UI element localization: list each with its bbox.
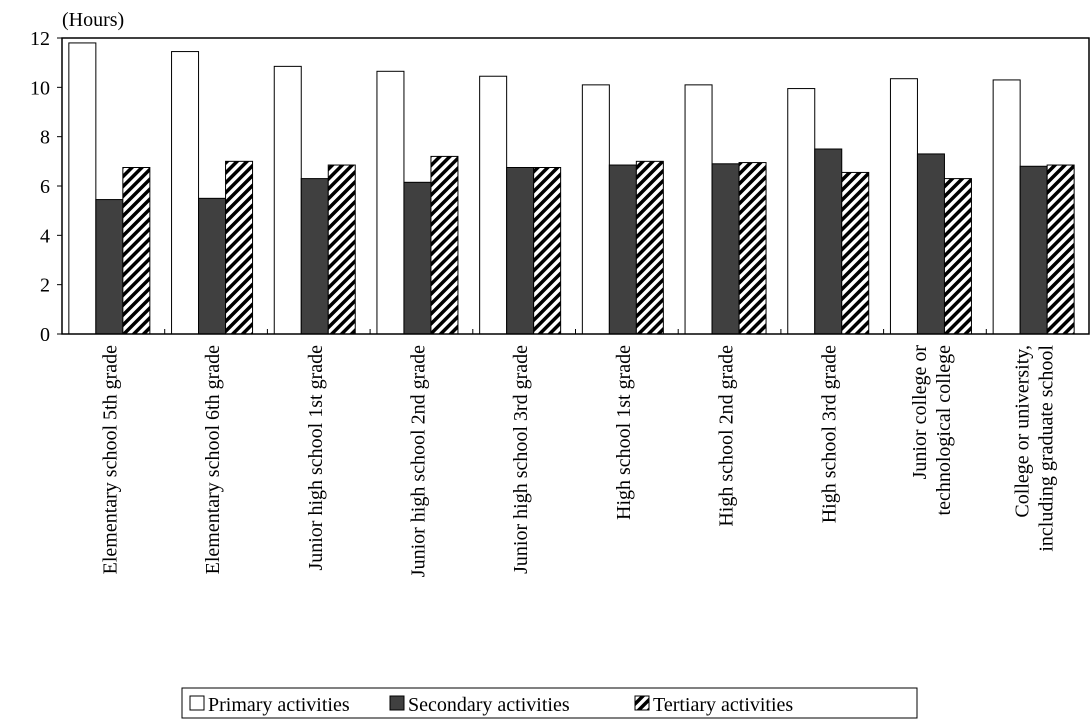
bar <box>608 164 637 335</box>
y-tick-label: 2 <box>40 275 50 297</box>
x-tick-label: High school 1st grade <box>613 345 635 520</box>
legend-swatch <box>189 695 205 711</box>
bar <box>198 197 227 335</box>
bar <box>273 65 302 335</box>
bar <box>635 160 664 335</box>
x-tick-label: Junior college or technological college <box>909 345 955 516</box>
x-tick-label: Junior high school 1st grade <box>305 345 327 571</box>
x-tick-label: High school 2nd grade <box>716 345 738 527</box>
bar <box>889 78 918 335</box>
legend-swatch <box>634 695 650 711</box>
legend-box <box>181 687 918 719</box>
bar <box>992 79 1021 335</box>
x-tick-label: Junior high school 3rd grade <box>510 345 532 574</box>
bar <box>533 167 562 335</box>
x-tick-label: College or university, including graduate… <box>1012 345 1058 552</box>
bar <box>506 167 535 335</box>
bar <box>430 155 459 335</box>
bar <box>1019 165 1048 335</box>
y-tick-label: 12 <box>30 28 50 50</box>
bar <box>327 164 356 335</box>
x-tick-label: High school 3rd grade <box>818 345 840 523</box>
bar <box>787 88 816 335</box>
bar <box>841 171 870 335</box>
bar <box>916 153 945 335</box>
bar <box>122 167 151 335</box>
y-tick-label: 8 <box>40 127 50 149</box>
y-tick-label: 10 <box>30 77 50 99</box>
legend-label: Primary activities <box>208 694 350 716</box>
plot-frame <box>61 37 1090 335</box>
legend-label: Secondary activities <box>408 694 570 716</box>
y-axis-label: (Hours) <box>62 9 124 31</box>
bar <box>403 181 432 335</box>
bar <box>95 199 124 335</box>
legend-label: Tertiary activities <box>653 694 793 716</box>
x-tick-label: Junior high school 2nd grade <box>407 345 429 577</box>
legend-swatch <box>389 695 405 711</box>
bar <box>684 84 713 335</box>
x-tick-label: Elementary school 5th grade <box>99 345 121 574</box>
bar <box>1046 164 1075 335</box>
bar <box>479 75 508 335</box>
x-tick-label: Elementary school 6th grade <box>202 345 224 574</box>
bar <box>711 163 740 335</box>
bar <box>376 70 405 335</box>
bar <box>300 178 329 335</box>
bar <box>171 51 200 335</box>
bar <box>738 162 767 335</box>
y-tick-label: 0 <box>40 324 50 346</box>
bar <box>68 42 97 335</box>
y-tick-label: 6 <box>40 176 50 198</box>
y-tick-label: 4 <box>40 225 50 247</box>
bar <box>814 148 843 335</box>
bar <box>581 84 610 335</box>
bar <box>943 178 972 335</box>
bar <box>225 160 254 335</box>
